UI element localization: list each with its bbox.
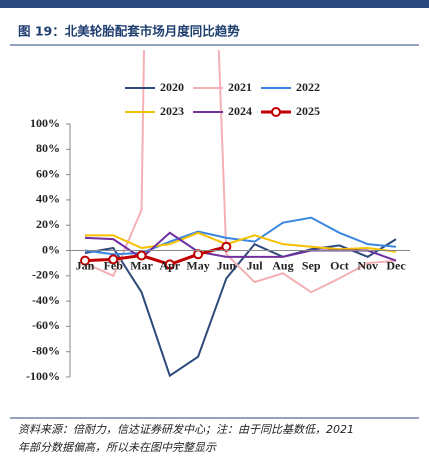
- y-tick-label: 60%: [36, 166, 60, 180]
- legend-label: 2024: [228, 104, 252, 118]
- x-tick-label: Feb: [104, 258, 124, 272]
- note: 资料来源：倍耐力，信达证券研发中心；注：由于同比基数低，2021: [18, 423, 354, 436]
- point: [221, 241, 232, 252]
- series-line: [84, 50, 397, 294]
- y-tick-label: 40%: [36, 192, 60, 206]
- legend-marker: [271, 107, 281, 117]
- y-tick-label: -60%: [32, 318, 60, 332]
- point: [80, 255, 90, 266]
- y-tick-label: -40%: [32, 293, 60, 307]
- legend-label: 2025: [296, 104, 320, 118]
- chart-title: 图 19：北美轮胎配套市场月度同比趋势: [18, 24, 240, 39]
- x-tick-label: May: [186, 258, 209, 272]
- x-tick-label: Nov: [357, 258, 378, 272]
- note: 年部分数据偏高，所以未在图中完整显示: [18, 441, 217, 454]
- y-tick-label: 100%: [30, 116, 60, 130]
- legend-label: 2023: [160, 104, 184, 118]
- x-tick-label: Apr: [159, 258, 180, 272]
- x-tick-label: Jul: [247, 258, 264, 272]
- y-tick-label: -100%: [26, 369, 60, 383]
- point: [193, 249, 204, 260]
- y-tick-label: -80%: [32, 343, 60, 357]
- x-tick-label: Jun: [217, 258, 237, 272]
- x-tick-label: Mar: [130, 258, 153, 272]
- legend-label: 2020: [160, 80, 184, 94]
- point: [164, 259, 175, 270]
- x-tick-label: Jan: [76, 258, 95, 272]
- x-tick-label: Oct: [330, 258, 349, 272]
- y-tick-label: 0%: [42, 242, 60, 256]
- x-tick-label: Aug: [272, 258, 293, 272]
- series-line: [85, 231, 397, 253]
- y-tick-label: 80%: [36, 141, 60, 155]
- header-bar: [0, 0, 429, 8]
- legend-label: 2021: [228, 80, 252, 94]
- legend-label: 2022: [296, 80, 320, 94]
- point: [136, 250, 147, 261]
- point: [108, 254, 119, 265]
- x-tick-label: Sep: [302, 258, 321, 272]
- x-tick-label: Dec: [386, 258, 406, 272]
- series-line: [84, 238, 397, 378]
- y-tick-label: -20%: [32, 268, 60, 282]
- y-tick-label: 20%: [36, 217, 60, 231]
